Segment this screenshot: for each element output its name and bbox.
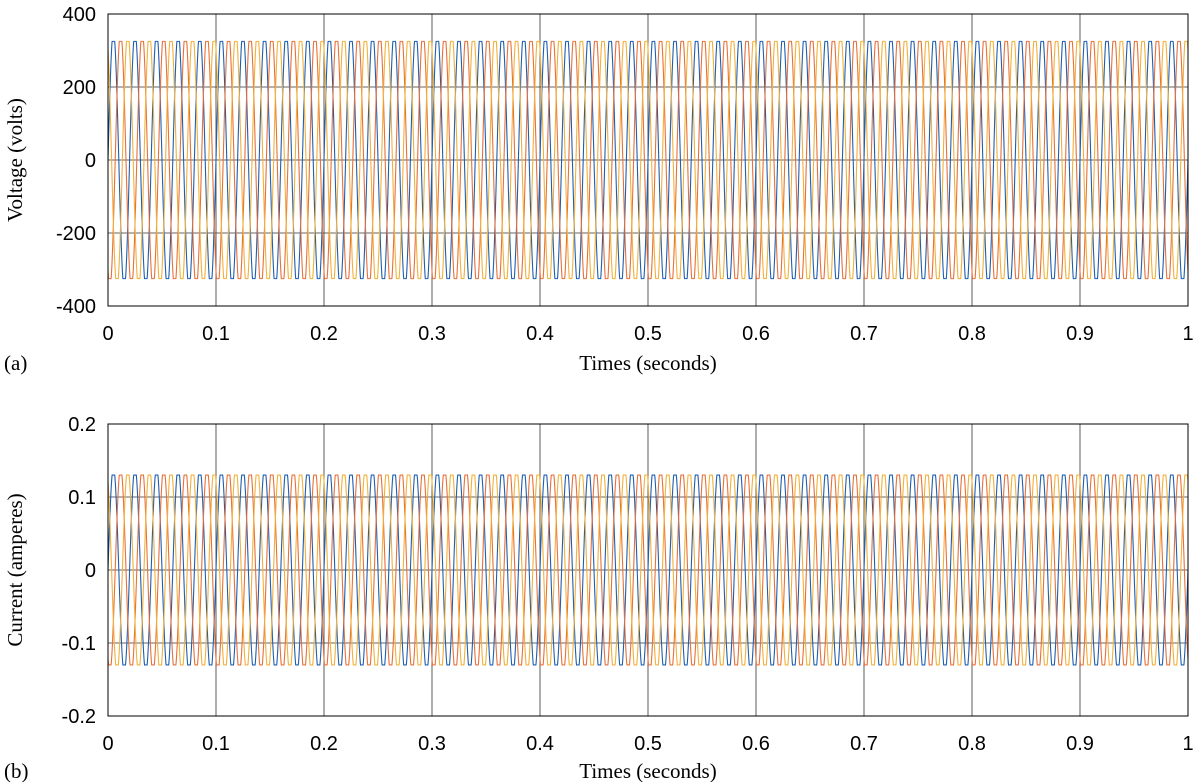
- voltage-phase-1-line: [107, 40, 1189, 280]
- voltage-x-tick-label: 0.6: [742, 323, 770, 345]
- voltage-phase-2-line: [107, 40, 1189, 280]
- voltage-phase-3-line: [107, 40, 1189, 280]
- voltage-x-tick-label: 0.2: [310, 323, 338, 345]
- voltage-chart: 0 0.1 0.2 0.3 0.4 0.5 0.6 0.7 0.8 0.9 1 -400 -200 0 2…: [3, 4, 1194, 375]
- voltage-x-tick-label: 0.1: [202, 323, 230, 345]
- current-x-tick-label: 0.6: [742, 733, 770, 755]
- voltage-x-tick-label: 0.5: [634, 323, 662, 345]
- current-plot-frame: [107, 423, 1189, 717]
- voltage-x-tick-label: 0.8: [958, 323, 986, 345]
- current-y-tick-label: -0.2: [62, 706, 96, 728]
- current-y-axis-label: Current (amperes): [3, 493, 27, 646]
- current-x-axis-label: Times (seconds): [579, 759, 716, 782]
- voltage-x-ticks: 0 0.1 0.2 0.3 0.4 0.5 0.6 0.7 0.8 0.9 1: [102, 323, 1193, 345]
- voltage-y-tick-label: 200: [63, 77, 96, 99]
- voltage-x-tick-label: 0.9: [1066, 323, 1094, 345]
- voltage-x-tick-label: 1: [1182, 323, 1193, 345]
- current-x-tick-label: 0.1: [202, 733, 230, 755]
- voltage-plot-frame: [107, 13, 1189, 307]
- current-y-ticks: -0.2 -0.1 0 0.1 0.2: [62, 414, 96, 728]
- current-series-group: [107, 474, 1189, 666]
- current-phase-3-line: [107, 474, 1189, 666]
- current-chart: 0 0.1 0.2 0.3 0.4 0.5 0.6 0.7 0.8 0.9 1 -0.2-0.100…: [3, 414, 1194, 782]
- current-x-tick-label: 0.5: [634, 733, 662, 755]
- current-x-tick-label: 1: [1182, 733, 1193, 755]
- current-x-ticks: 0 0.1 0.2 0.3 0.4 0.5 0.6 0.7 0.8 0.9 1: [102, 733, 1193, 755]
- current-y-tick-label: 0.2: [68, 414, 96, 436]
- voltage-series-group: [107, 40, 1189, 280]
- voltage-x-tick-label: 0.4: [526, 323, 554, 345]
- voltage-y-tick-label: -400: [56, 296, 96, 318]
- current-x-tick-label: 0.9: [1066, 733, 1094, 755]
- voltage-x-axis-label: Times (seconds): [579, 351, 716, 375]
- current-x-tick-label: 0.7: [850, 733, 878, 755]
- current-phase-2-line: [107, 474, 1189, 666]
- panel-label-a: (a): [4, 351, 27, 375]
- current-x-tick-label: 0.3: [418, 733, 446, 755]
- current-y-tick-label: 0: [85, 560, 96, 582]
- current-y-tick-label: 0.1: [68, 487, 96, 509]
- current-phase-1-line: [107, 474, 1189, 666]
- voltage-x-tick-label: 0.7: [850, 323, 878, 345]
- voltage-y-axis-label: Voltage (volts): [3, 98, 27, 222]
- voltage-x-tick-label: 0: [102, 323, 113, 345]
- voltage-y-tick-label: 400: [63, 4, 96, 26]
- voltage-y-tick-label: -200: [56, 223, 96, 245]
- current-x-tick-label: 0.2: [310, 733, 338, 755]
- voltage-x-tick-label: 0.3: [418, 323, 446, 345]
- panel-label-b: (b): [4, 759, 29, 782]
- current-x-tick-label: 0.4: [526, 733, 554, 755]
- current-x-tick-label: 0: [102, 733, 113, 755]
- current-x-tick-label: 0.8: [958, 733, 986, 755]
- current-y-tick-label: -0.1: [62, 633, 96, 655]
- voltage-y-ticks: -400 -200 0 200 400: [56, 4, 96, 318]
- voltage-y-tick-label: 0: [85, 150, 96, 172]
